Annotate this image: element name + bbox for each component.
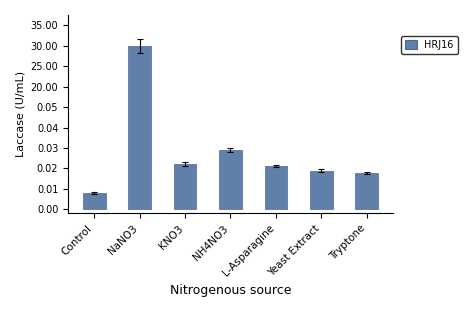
Bar — [355, 173, 378, 209]
Bar — [128, 46, 151, 209]
Y-axis label: Laccase (U/mL): Laccase (U/mL) — [15, 71, 25, 157]
X-axis label: Nitrogenous source: Nitrogenous source — [170, 284, 291, 297]
Bar — [83, 193, 105, 209]
Bar — [219, 150, 242, 209]
Bar — [264, 166, 287, 209]
Bar — [310, 171, 333, 209]
Legend: HRJ16: HRJ16 — [401, 36, 457, 54]
Bar — [174, 164, 196, 209]
